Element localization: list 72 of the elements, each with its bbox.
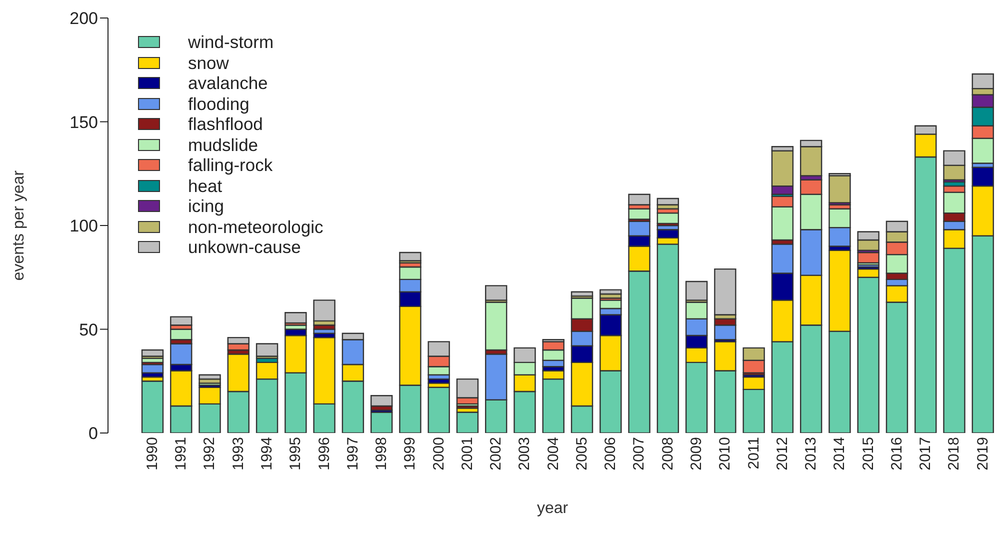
x-tick-label: 2006 (602, 437, 620, 470)
bar (570, 291, 594, 297)
x-tick-label: 2012 (774, 437, 791, 470)
bar (628, 194, 650, 206)
x-tick-label: 1991 (172, 437, 190, 470)
bar (656, 198, 680, 206)
x-tick-label: 2011 (745, 437, 762, 470)
bar (370, 395, 393, 407)
x-tick-label: 1997 (344, 437, 362, 470)
x-tick-label: 1992 (201, 437, 218, 470)
bar (141, 380, 164, 433)
y-tick-label: 100 (70, 216, 98, 236)
x-tick-label: 1996 (316, 437, 333, 470)
legend-label: falling-rock (188, 155, 273, 176)
x-tick-label: 2018 (946, 437, 963, 470)
legend-label: flooding (188, 94, 250, 114)
x-axis-title: year (536, 500, 569, 517)
y-tick-label: 50 (79, 320, 98, 340)
y-axis-title: events per year (10, 170, 28, 281)
y-tick-label: 150 (70, 112, 98, 132)
x-tick-label: 2016 (888, 437, 906, 470)
x-tick-label: 2001 (458, 437, 476, 470)
x-tick-label: 2005 (573, 437, 590, 470)
legend-label: avalanche (188, 73, 268, 94)
bar (714, 268, 736, 316)
legend-label: snow (188, 52, 229, 73)
x-tick-label: 1993 (230, 437, 247, 470)
bar (628, 208, 650, 220)
bar (485, 285, 508, 301)
x-tick-label: 1998 (373, 437, 390, 470)
bar (656, 212, 680, 224)
x-tick-label: 1994 (258, 437, 276, 470)
x-tick-label: 2003 (516, 437, 534, 470)
legend-label: non-meteorologic (188, 216, 324, 237)
legend-label: mudslide (188, 134, 258, 155)
bar (399, 252, 422, 262)
bar (198, 374, 221, 380)
legend-label: flashflood (188, 114, 263, 134)
x-tick-label: 1995 (287, 437, 304, 470)
legend-label: icing (188, 196, 224, 216)
bar (370, 412, 393, 433)
legend-label: heat (188, 176, 222, 196)
x-tick-label: 2009 (688, 437, 705, 470)
bar (256, 343, 278, 357)
x-tick-label: 2014 (831, 437, 848, 470)
y-tick-label: 0 (88, 424, 98, 444)
bar (428, 386, 450, 433)
legend-label: wind-storm (188, 32, 274, 52)
x-tick-label: 1999 (402, 437, 419, 470)
x-tick-label: 2017 (917, 437, 934, 470)
x-tick-label: 2013 (802, 437, 820, 470)
bar (313, 300, 336, 322)
legend-label: unkown-cause (188, 237, 301, 258)
y-tick-label: 200 (70, 9, 98, 28)
bar (284, 312, 307, 324)
bar (600, 289, 622, 295)
x-tick-label: 2002 (488, 437, 505, 470)
x-tick-label: 2010 (716, 437, 734, 470)
bar (485, 302, 508, 351)
x-tick-label: 2007 (630, 437, 648, 470)
x-tick-label: 2008 (659, 437, 676, 470)
bar (685, 280, 708, 301)
x-tick-label: 2004 (544, 437, 562, 470)
bar (456, 412, 479, 433)
bar (857, 252, 880, 264)
x-tick-label: 2015 (860, 437, 877, 470)
bar (828, 175, 851, 204)
x-tick-label: 2000 (430, 437, 448, 470)
x-tick-label: 1990 (144, 437, 161, 470)
x-tick-label: 2019 (974, 437, 992, 470)
bar (141, 349, 164, 357)
bar (170, 316, 192, 326)
